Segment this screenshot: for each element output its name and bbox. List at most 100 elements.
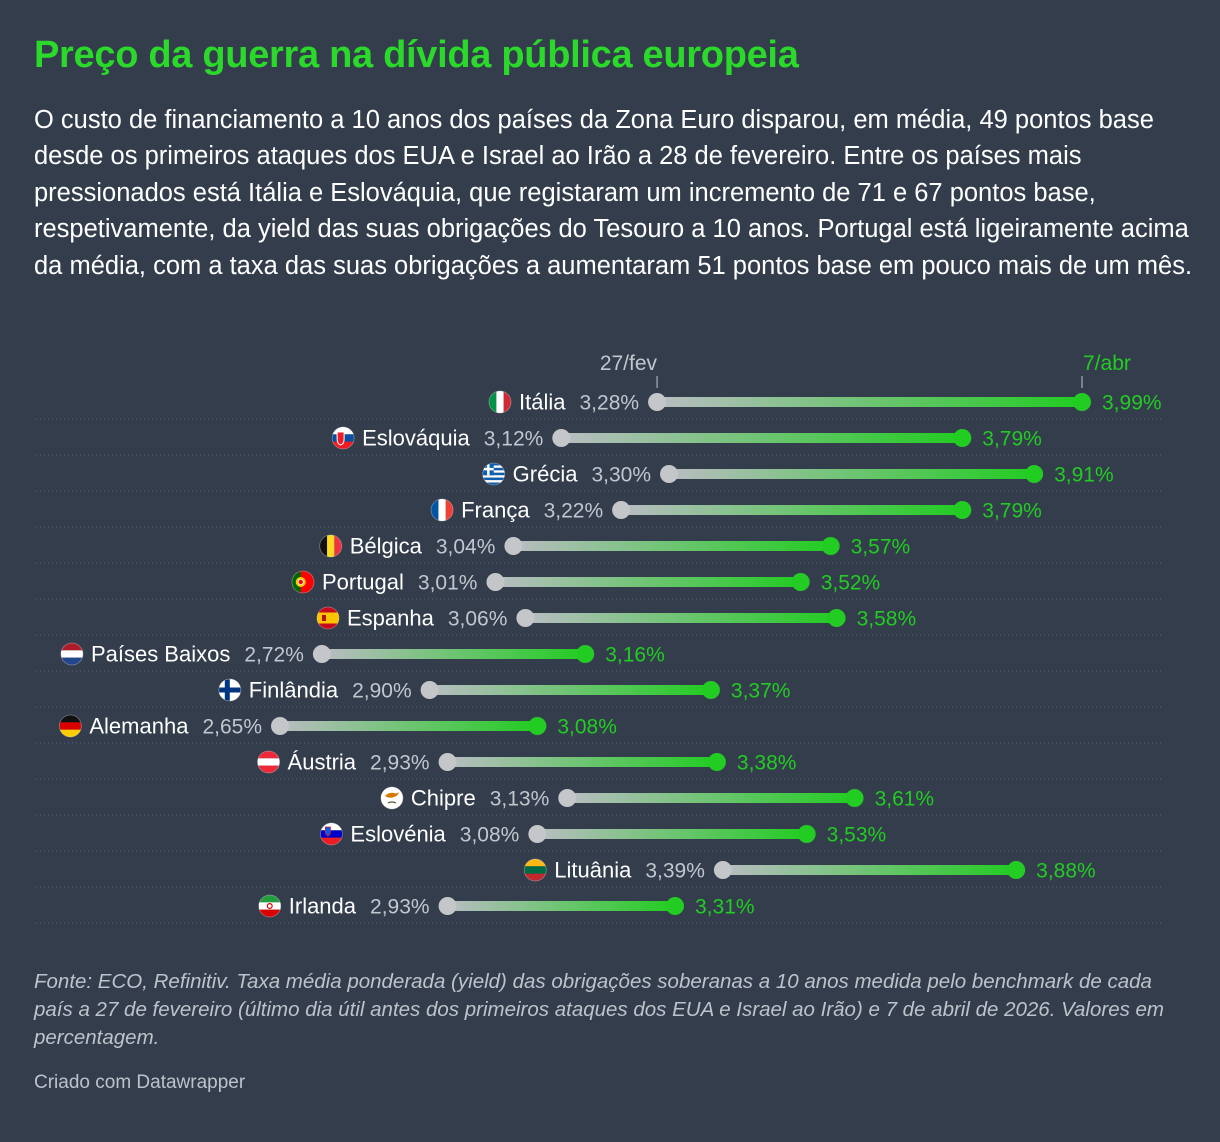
netherlands-flag-icon (60, 642, 84, 666)
legend-start-label: 27/fev (600, 352, 658, 375)
start-value-label: 3,13% (490, 788, 550, 811)
start-dot (438, 753, 457, 771)
start-value-label: 3,39% (645, 860, 705, 883)
chart-row: 2,72% Países Baixos 3,16% (36, 642, 1162, 672)
country-label: Chipre (411, 786, 476, 811)
source-note: Fonte: ECO, Refinitiv. Taxa média ponder… (34, 970, 1165, 1049)
start-value-label: 2,93% (370, 752, 430, 775)
country-label: Lituânia (554, 858, 632, 883)
end-dot (528, 717, 547, 735)
chart-row: 2,90% Finlândia 3,37% (36, 678, 1162, 708)
start-value-label: 2,72% (244, 644, 304, 667)
chart-row: 2,65% Alemanha 3,08% (36, 714, 1162, 744)
start-dot (713, 861, 732, 879)
country-label: Áustria (288, 750, 357, 775)
range-bar (513, 541, 831, 551)
start-value-label: 3,28% (580, 392, 640, 415)
range-bar (429, 685, 711, 695)
country-label: Portugal (322, 570, 404, 595)
lithuania-flag-icon (523, 858, 547, 882)
end-dot (701, 681, 720, 699)
end-dot (821, 537, 840, 555)
range-bar (280, 721, 538, 731)
cyprus-flag-icon (380, 786, 404, 810)
start-dot (648, 393, 667, 411)
start-value-label: 2,65% (202, 716, 262, 739)
start-value-label: 3,30% (591, 464, 651, 487)
end-dot (666, 897, 685, 915)
start-dot (660, 465, 679, 483)
range-bar (669, 469, 1035, 479)
country-label: Grécia (513, 462, 579, 487)
end-dot (1007, 861, 1026, 879)
germany-flag-icon (58, 714, 82, 738)
country-label: Irlanda (289, 894, 357, 919)
italy-flag-icon (488, 390, 512, 414)
range-bar (321, 649, 586, 659)
end-value-label: 3,16% (605, 644, 665, 667)
start-value-label: 3,08% (460, 824, 520, 847)
country-label: Eslovénia (350, 822, 446, 847)
chart-subtitle: O custo de financiamento a 10 anos dos p… (34, 106, 1193, 280)
start-value-label: 3,01% (418, 572, 478, 595)
range-bar (561, 433, 963, 443)
chart-row: 3,28% Itália 3,99% (36, 390, 1162, 420)
end-value-label: 3,52% (821, 572, 881, 595)
end-value-label: 3,08% (557, 716, 617, 739)
end-value-label: 3,58% (857, 608, 917, 631)
start-value-label: 3,04% (436, 536, 496, 559)
end-value-label: 3,38% (737, 752, 797, 775)
range-bar (567, 793, 855, 803)
end-value-label: 3,31% (695, 896, 755, 919)
range-bar (447, 757, 717, 767)
range-bar (722, 865, 1017, 875)
start-dot (486, 573, 505, 591)
chart-row: 3,22% França 3,79% (36, 498, 1162, 528)
dot-range-chart: 27/fev 7/abr 3,28% Itália 3,99% 3,12% Eslováqu… (36, 352, 1162, 924)
chart-row: 3,12% Eslováquia 3,79% (36, 426, 1162, 456)
country-label: Eslováquia (362, 426, 470, 451)
start-value-label: 3,22% (544, 500, 604, 523)
start-value-label: 3,06% (448, 608, 508, 631)
end-dot (707, 753, 726, 771)
end-value-label: 3,99% (1102, 392, 1162, 415)
chart-row: 3,30% Grécia 3,91% (36, 462, 1162, 492)
portugal-flag-icon (291, 570, 315, 594)
range-bar (621, 505, 963, 515)
chart-row: 2,93% Áustria 3,38% (36, 750, 1162, 780)
end-dot (827, 609, 846, 627)
country-label: Alemanha (89, 714, 189, 739)
end-value-label: 3,57% (851, 536, 911, 559)
end-dot (576, 645, 595, 663)
start-dot (528, 825, 547, 843)
country-label: França (461, 498, 530, 523)
start-value-label: 2,90% (352, 680, 412, 703)
datawrapper-credit[interactable]: Criado com Datawrapper (34, 1072, 246, 1093)
end-dot (791, 573, 810, 591)
country-label: Países Baixos (91, 642, 230, 667)
end-value-label: 3,88% (1036, 860, 1096, 883)
country-label: Itália (519, 390, 566, 415)
end-dot (1025, 465, 1044, 483)
end-dot (953, 429, 972, 447)
range-bar (657, 397, 1082, 407)
greece-flag-icon (482, 462, 506, 486)
chart-row: 3,06% Espanha 3,58% (36, 606, 1162, 636)
end-value-label: 3,61% (875, 788, 935, 811)
start-dot (271, 717, 289, 735)
range-bar (495, 577, 801, 587)
chart-row: 3,08% Eslovénia 3,53% (36, 822, 1162, 852)
start-dot (438, 897, 457, 915)
end-dot (1073, 393, 1091, 411)
end-value-label: 3,91% (1054, 464, 1114, 487)
start-dot (516, 609, 535, 627)
start-dot (552, 429, 571, 447)
country-label: Bélgica (350, 534, 423, 559)
france-flag-icon (430, 498, 454, 522)
start-dot (420, 681, 439, 699)
end-dot (797, 825, 816, 843)
chart-row: 3,13% Chipre 3,61% (36, 786, 1162, 816)
range-bar (447, 901, 676, 911)
start-value-label: 3,12% (484, 428, 544, 451)
chart-row: 3,01% Portugal 3,52% (36, 570, 1162, 600)
